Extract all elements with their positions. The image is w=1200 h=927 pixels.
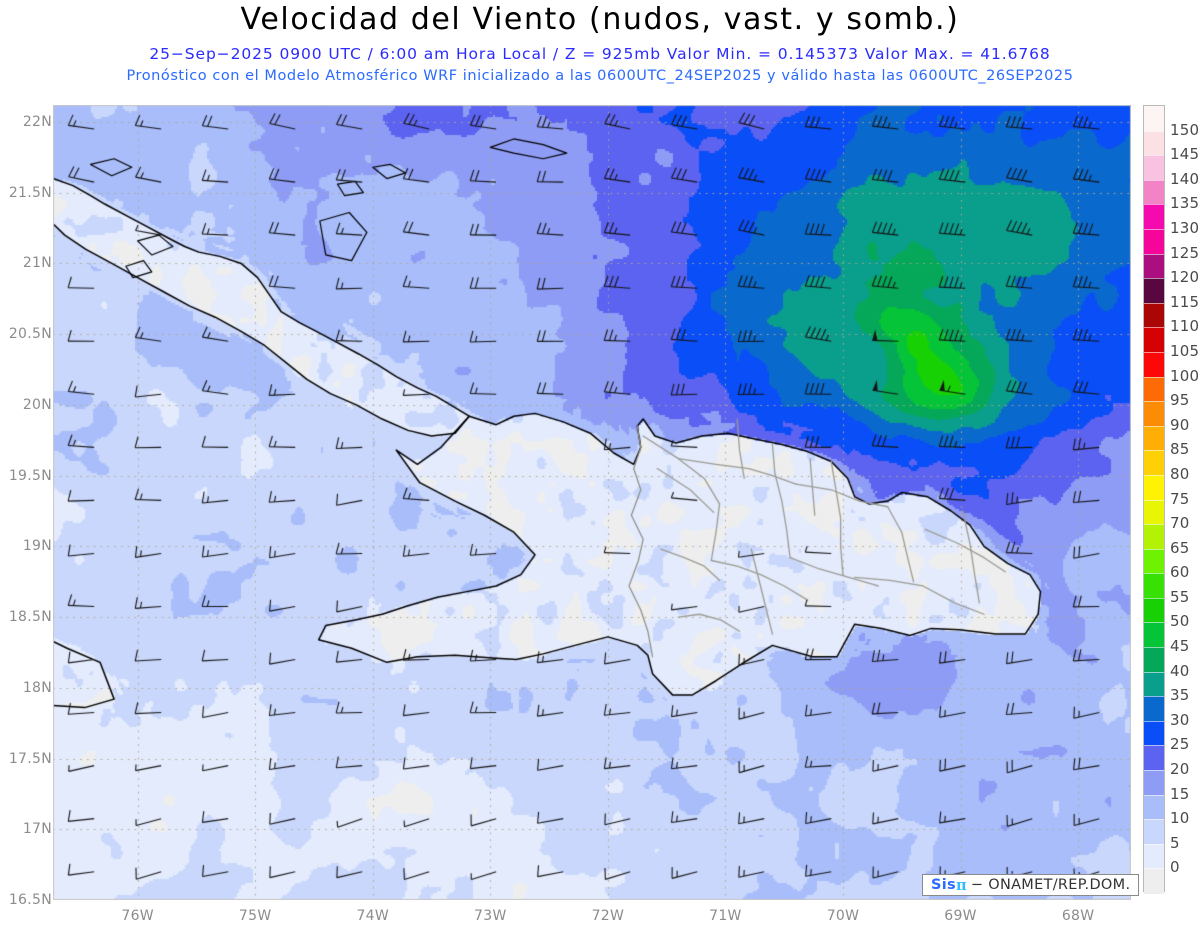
- colorbar-swatch: [1144, 524, 1164, 550]
- logo-agency-text: − ONAMET/REP.DOM.: [970, 877, 1131, 893]
- colorbar-tick-label: 140: [1170, 169, 1200, 188]
- colorbar-tick-label: 75: [1170, 489, 1190, 508]
- colorbar-tick-label: 50: [1170, 612, 1190, 631]
- colorbar-tick-label: 110: [1170, 317, 1200, 336]
- colorbar-tick-label: 45: [1170, 637, 1190, 656]
- colorbar-swatch: [1144, 622, 1164, 648]
- colorbar-swatch: [1144, 450, 1164, 476]
- colorbar-swatch: [1144, 155, 1164, 181]
- logo-pi-icon: π: [955, 876, 967, 894]
- colorbar-swatch: [1144, 720, 1164, 747]
- colorbar-tick-label: 40: [1170, 661, 1190, 680]
- colorbar-swatch: [1144, 401, 1164, 427]
- colorbar-tick-label: 115: [1170, 292, 1200, 311]
- colorbar-tick-label: 70: [1170, 514, 1190, 533]
- colorbar-swatch: [1144, 745, 1164, 771]
- wind-speed-field-canvas: [53, 105, 1131, 900]
- colorbar-tick-label: 145: [1170, 145, 1200, 164]
- colorbar-tick-label: 120: [1170, 268, 1200, 287]
- colorbar-tick-label: 35: [1170, 686, 1190, 705]
- colorbar-tick-label: 85: [1170, 440, 1190, 459]
- colorbar-tick-label: 100: [1170, 366, 1200, 385]
- colorbar-swatch: [1144, 228, 1164, 255]
- onamet-logo: Sis π − ONAMET/REP.DOM.: [922, 874, 1140, 896]
- colorbar-swatch: [1144, 302, 1164, 328]
- colorbar-tick-label: 65: [1170, 538, 1190, 557]
- colorbar-swatch: [1144, 327, 1164, 353]
- x-axis-tick: 70W: [826, 908, 860, 924]
- y-axis-tick: 17.5N: [8, 750, 52, 767]
- colorbar-swatch: [1144, 671, 1164, 697]
- y-axis-tick: 20N: [22, 396, 52, 413]
- y-axis-tick: 20.5N: [8, 326, 52, 343]
- colorbar-swatch: [1144, 843, 1164, 869]
- y-axis-tick: 19.5N: [8, 467, 52, 484]
- colorbar-tick-label: 105: [1170, 341, 1200, 360]
- x-axis-tick: 73W: [474, 908, 507, 924]
- x-axis-tick: 68W: [1061, 908, 1095, 924]
- colorbar-swatch: [1144, 179, 1164, 205]
- colorbar-tick-label: 90: [1170, 415, 1190, 434]
- colorbar-swatch: [1144, 106, 1164, 132]
- colorbar-swatch: [1144, 794, 1164, 820]
- colorbar-swatch: [1144, 425, 1164, 451]
- colorbar-swatch: [1144, 474, 1164, 501]
- y-axis-tick: 17N: [22, 821, 52, 838]
- page-title: Velocidad del Viento (nudos, vast. y som…: [240, 2, 960, 37]
- colorbar-tick-label: 10: [1170, 809, 1190, 828]
- colorbar-swatch: [1144, 204, 1164, 230]
- y-axis-tick: 18N: [22, 679, 52, 696]
- colorbar-swatch: [1144, 278, 1164, 304]
- colorbar-swatch: [1144, 819, 1164, 845]
- colorbar-tick-label: 55: [1170, 587, 1190, 606]
- colorbar-swatch: [1144, 597, 1164, 624]
- x-axis-tick: 69W: [944, 908, 977, 924]
- colorbar-tick-label: 5: [1170, 833, 1180, 852]
- subtitle-datetime: 25−Sep−2025 0900 UTC / 6:00 am Hora Loca…: [149, 45, 1051, 63]
- x-axis-tick: 75W: [238, 908, 272, 924]
- colorbar-tick-label: 15: [1170, 784, 1190, 803]
- colorbar-tick-label: 25: [1170, 735, 1190, 754]
- x-axis-tick: 71W: [709, 908, 742, 924]
- y-axis-tick: 21N: [22, 255, 52, 272]
- colorbar-swatch: [1144, 351, 1164, 378]
- logo-sis-text: Sis: [931, 877, 956, 893]
- colorbar-tick-label: 135: [1170, 194, 1200, 213]
- x-axis-tick: 72W: [591, 908, 625, 924]
- colorbar-swatch: [1144, 130, 1164, 156]
- colorbar-swatch: [1144, 696, 1164, 722]
- weather-map[interactable]: [53, 105, 1131, 900]
- x-axis-tick: 76W: [121, 908, 154, 924]
- colorbar-tick-label: 30: [1170, 710, 1190, 729]
- colorbar-swatch: [1144, 573, 1164, 599]
- chart-header: Velocidad del Viento (nudos, vast. y som…: [0, 0, 1200, 95]
- y-axis-tick: 22N: [22, 113, 52, 130]
- y-axis-tick: 16.5N: [8, 892, 52, 908]
- colorbar-tick-label: 150: [1170, 120, 1200, 139]
- colorbar-swatch: [1144, 770, 1164, 796]
- colorbar-tick-label: 95: [1170, 391, 1190, 410]
- colorbar-swatch: [1144, 376, 1164, 402]
- x-axis-tick: 74W: [356, 908, 390, 924]
- colorbar-swatch: [1144, 253, 1164, 279]
- colorbar-tick-label: 0: [1170, 858, 1180, 877]
- y-axis-tick: 19N: [22, 538, 52, 555]
- colorbar-swatch: [1144, 548, 1164, 574]
- colorbar-swatch: [1144, 868, 1164, 894]
- colorbar-tick-label: 130: [1170, 218, 1200, 237]
- colorbar: [1143, 105, 1165, 894]
- colorbar-swatch: [1144, 499, 1164, 525]
- colorbar-swatch: [1144, 647, 1164, 673]
- subtitle-model-info: Pronóstico con el Modelo Atmosférico WRF…: [126, 68, 1074, 84]
- colorbar-tick-label: 125: [1170, 243, 1200, 262]
- colorbar-tick-label: 60: [1170, 563, 1190, 582]
- y-axis-tick: 21.5N: [8, 184, 52, 201]
- colorbar-tick-label: 80: [1170, 464, 1190, 483]
- y-axis-tick: 18.5N: [8, 609, 52, 626]
- colorbar-tick-label: 20: [1170, 760, 1190, 779]
